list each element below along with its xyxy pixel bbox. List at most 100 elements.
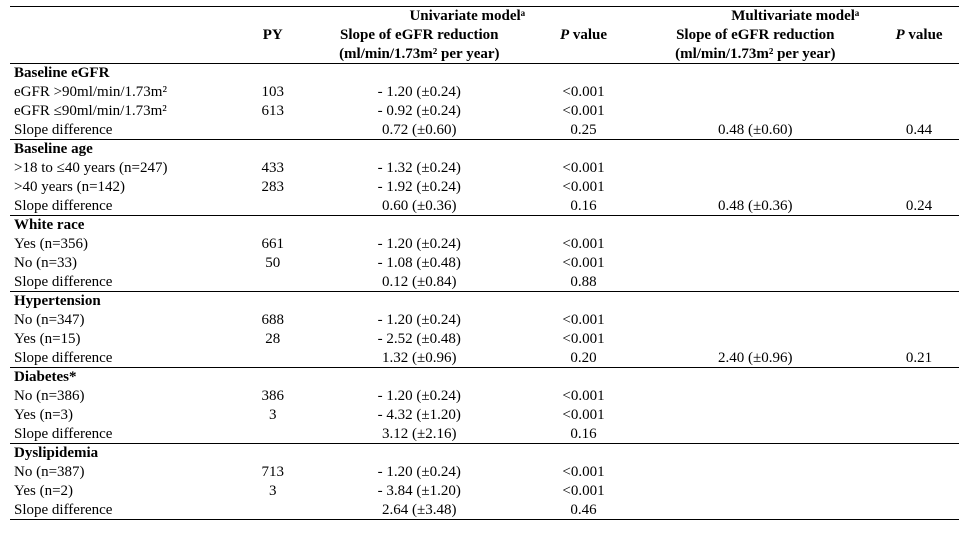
row-uni-slope: 3.12 (±2.16) (303, 425, 535, 444)
row-mul-p (879, 159, 959, 178)
row-mul-slope: 2.40 (±0.96) (632, 349, 880, 368)
row-py: 3 (242, 406, 303, 425)
row-label: eGFR ≤90ml/min/1.73m² (10, 102, 242, 121)
table-row: Slope difference 0.12 (±0.84)0.88 (10, 273, 959, 292)
mul-slope-header-l1: Slope of eGFR reduction (632, 26, 880, 45)
table-row: No (n=386)386- 1.20 (±0.24)<0.001 (10, 387, 959, 406)
row-mul-p (879, 83, 959, 102)
table-row: No (n=387)713- 1.20 (±0.24)<0.001 (10, 463, 959, 482)
section-title-row: Baseline age (10, 140, 959, 159)
mul-p-rest: value (905, 27, 943, 43)
row-mul-slope (632, 330, 880, 349)
row-uni-p: <0.001 (536, 330, 632, 349)
row-uni-p: 0.88 (536, 273, 632, 292)
row-mul-p (879, 501, 959, 520)
row-mul-p (879, 235, 959, 254)
row-py: 103 (242, 83, 303, 102)
row-label: Slope difference (10, 273, 242, 292)
row-mul-slope (632, 159, 880, 178)
section-title: Baseline age (10, 140, 959, 159)
row-py (242, 273, 303, 292)
row-label: No (n=33) (10, 254, 242, 273)
uni-p-rest: value (569, 27, 607, 43)
row-uni-p: <0.001 (536, 387, 632, 406)
row-label: Yes (n=15) (10, 330, 242, 349)
row-uni-slope: - 1.20 (±0.24) (303, 235, 535, 254)
py-header: PY (242, 26, 303, 45)
row-mul-p (879, 254, 959, 273)
row-mul-slope (632, 254, 880, 273)
row-mul-p (879, 178, 959, 197)
row-uni-slope: 1.32 (±0.96) (303, 349, 535, 368)
row-mul-slope (632, 102, 880, 121)
row-label: Yes (n=356) (10, 235, 242, 254)
table-row: Yes (n=356)661- 1.20 (±0.24)<0.001 (10, 235, 959, 254)
row-mul-p (879, 425, 959, 444)
row-mul-slope (632, 463, 880, 482)
row-uni-slope: - 3.84 (±1.20) (303, 482, 535, 501)
section-title: Dyslipidemia (10, 444, 959, 463)
uni-p-prefix: P (560, 27, 569, 43)
table-row: Slope difference3.12 (±2.16)0.16 (10, 425, 959, 444)
row-label: >40 years (n=142) (10, 178, 242, 197)
row-py (242, 349, 303, 368)
row-label: Slope difference (10, 197, 242, 216)
row-py: 50 (242, 254, 303, 273)
multivariate-header: Multivariate modelᵃ (632, 7, 960, 26)
row-py (242, 197, 303, 216)
row-uni-slope: - 1.20 (±0.24) (303, 311, 535, 330)
row-mul-slope (632, 273, 880, 292)
row-py: 613 (242, 102, 303, 121)
row-label: Yes (n=3) (10, 406, 242, 425)
table-row: Slope difference 0.72 (±0.60)0.250.48 (±0… (10, 121, 959, 140)
table-row: eGFR >90ml/min/1.73m²103- 1.20 (±0.24)<0… (10, 83, 959, 102)
section-title: Baseline eGFR (10, 64, 959, 83)
row-label: Yes (n=2) (10, 482, 242, 501)
row-mul-slope (632, 311, 880, 330)
section-title-row: Dyslipidemia (10, 444, 959, 463)
row-uni-p: <0.001 (536, 406, 632, 425)
row-label: No (n=347) (10, 311, 242, 330)
row-mul-slope (632, 178, 880, 197)
row-py (242, 501, 303, 520)
row-mul-slope (632, 501, 880, 520)
row-uni-slope: 0.12 (±0.84) (303, 273, 535, 292)
row-uni-p: 0.25 (536, 121, 632, 140)
row-uni-p: <0.001 (536, 178, 632, 197)
row-uni-slope: - 2.52 (±0.48) (303, 330, 535, 349)
egfr-slope-table: Univariate modelᵃ Multivariate modelᵃ PY… (10, 6, 959, 520)
uni-slope-header-l2: (ml/min/1.73m² per year) (303, 45, 535, 64)
row-mul-slope (632, 482, 880, 501)
row-uni-slope: 0.60 (±0.36) (303, 197, 535, 216)
uni-slope-header-l1: Slope of eGFR reduction (303, 26, 535, 45)
univariate-header: Univariate modelᵃ (303, 7, 631, 26)
row-uni-slope: - 0.92 (±0.24) (303, 102, 535, 121)
row-label: >18 to ≤40 years (n=247) (10, 159, 242, 178)
mul-p-prefix: P (896, 27, 905, 43)
row-uni-p: 0.20 (536, 349, 632, 368)
header-sub-row-1: PY Slope of eGFR reduction P value Slope… (10, 26, 959, 45)
row-mul-p (879, 463, 959, 482)
row-uni-p: <0.001 (536, 102, 632, 121)
row-mul-p (879, 482, 959, 501)
table-row: eGFR ≤90ml/min/1.73m²613- 0.92 (±0.24)<0… (10, 102, 959, 121)
row-mul-slope: 0.48 (±0.36) (632, 197, 880, 216)
row-mul-p (879, 387, 959, 406)
row-py: 28 (242, 330, 303, 349)
row-py: 386 (242, 387, 303, 406)
row-label: Slope difference (10, 349, 242, 368)
row-uni-p: <0.001 (536, 254, 632, 273)
row-mul-slope (632, 83, 880, 102)
row-mul-p (879, 102, 959, 121)
row-uni-slope: 0.72 (±0.60) (303, 121, 535, 140)
table-row: Yes (n=15)28- 2.52 (±0.48)<0.001 (10, 330, 959, 349)
row-mul-slope: 0.48 (±0.60) (632, 121, 880, 140)
row-py: 713 (242, 463, 303, 482)
row-py: 688 (242, 311, 303, 330)
row-uni-p: 0.16 (536, 197, 632, 216)
row-label: Slope difference (10, 121, 242, 140)
row-uni-slope: - 1.32 (±0.24) (303, 159, 535, 178)
row-uni-p: <0.001 (536, 159, 632, 178)
row-label: Slope difference (10, 501, 242, 520)
table-row: Slope difference2.64 (±3.48)0.46 (10, 501, 959, 520)
